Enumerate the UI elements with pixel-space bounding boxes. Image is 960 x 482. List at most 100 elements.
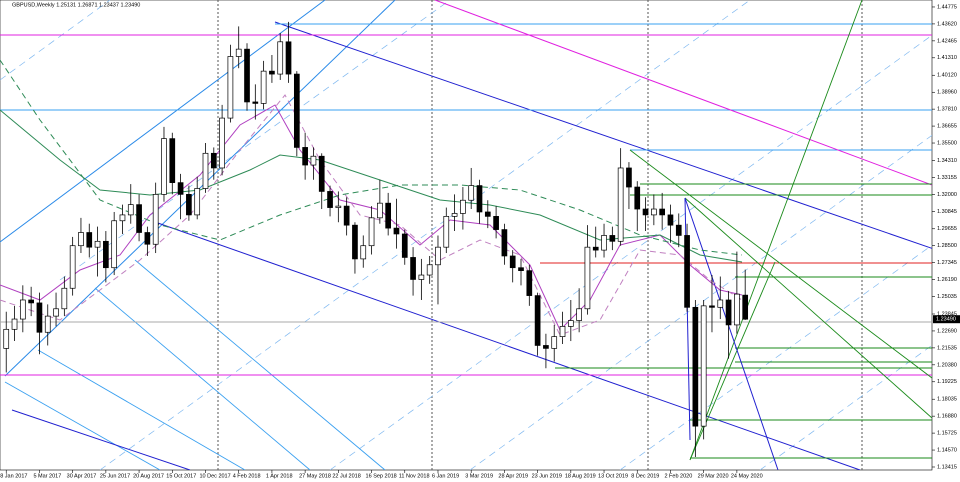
candle-body: [651, 208, 657, 216]
y-tick-label: 1.40120: [937, 73, 957, 79]
candle-body: [435, 246, 441, 266]
candle-body: [152, 194, 159, 245]
candle-body: [476, 185, 483, 213]
y-tick-label: 1.30845: [937, 209, 957, 215]
x-tick-label: 18 Aug 2019: [565, 473, 596, 479]
candle-body: [385, 202, 392, 229]
candle-body: [343, 205, 350, 226]
candle-body: [684, 235, 690, 308]
candle-body: [78, 232, 84, 247]
candle-body: [227, 56, 234, 119]
candle-body: [567, 320, 574, 327]
y-tick-label: 1.41310: [937, 55, 957, 61]
candle-body: [169, 138, 176, 183]
candle-body: [601, 235, 607, 251]
y-tick-label: 1.44775: [937, 4, 957, 10]
y-tick-label: 1.16880: [937, 414, 957, 420]
y-tick-label: 1.42465: [937, 38, 957, 44]
x-tick-label: 5 Mar 2017: [33, 473, 61, 479]
candle-body: [219, 117, 225, 169]
drawing-objects: [0, 0, 932, 470]
last-price-box: [933, 315, 960, 324]
candle-body: [551, 336, 558, 349]
x-tick-label: 22 Jul 2018: [332, 473, 360, 479]
candle-body: [69, 245, 76, 289]
candle-body: [451, 213, 458, 217]
candle-body: [584, 246, 591, 310]
x-tick-label: 6 Jan 2019: [432, 473, 459, 479]
last-price-label: 1.23490: [936, 317, 956, 323]
candle-body: [377, 202, 383, 219]
candle-body: [484, 211, 491, 217]
y-tick-label: 1.19225: [937, 379, 957, 385]
candle-body: [144, 232, 151, 245]
candle-body: [526, 270, 533, 296]
x-tick-label: 13 Oct 2019: [598, 473, 628, 479]
y-tick-label: 1.28500: [937, 243, 957, 249]
y-tick-label: 1.25035: [937, 294, 957, 300]
candle-body: [675, 224, 682, 236]
x-tick-label: 4 Feb 2018: [233, 473, 261, 479]
candle-body: [327, 191, 333, 208]
candle-body: [86, 232, 93, 248]
candle-body: [210, 152, 217, 169]
candle-body: [194, 188, 201, 216]
candle-body: [559, 326, 566, 338]
y-tick-label: 1.32000: [937, 192, 957, 198]
candle-body: [94, 240, 101, 248]
candle-body: [136, 204, 142, 233]
candle-body: [725, 299, 732, 326]
plot-area: [0, 0, 933, 471]
x-tick-label: 8 Jan 2017: [0, 473, 27, 479]
candle-body: [659, 208, 665, 216]
candle-body: [335, 205, 342, 208]
y-tick-label: 1.14570: [937, 448, 957, 454]
candle-body: [443, 216, 450, 248]
x-tick-label: 24 May 2020: [731, 473, 763, 479]
candle-body: [493, 216, 499, 230]
candle-body: [285, 41, 292, 75]
candle-body: [44, 315, 51, 333]
y-tick-label: 1.43620: [937, 21, 957, 27]
y-tick-label: 1.36655: [937, 124, 957, 130]
candle-body: [53, 308, 59, 317]
y-tick-label: 1.21535: [937, 345, 957, 351]
candle-body: [103, 240, 109, 269]
candle-body: [742, 294, 749, 320]
y-tick-label: 1.38960: [937, 90, 957, 96]
x-tick-label: 2 Feb 2020: [664, 473, 692, 479]
candle-body: [576, 308, 582, 321]
candle-body: [28, 299, 34, 304]
y-tick-label: 1.18035: [937, 397, 957, 403]
candle-body: [202, 152, 209, 189]
x-tick-label: 27 May 2018: [299, 473, 331, 479]
x-tick-label: 11 Nov 2018: [399, 473, 430, 479]
y-tick-label: 1.15725: [937, 431, 957, 437]
candle-body: [626, 167, 632, 188]
candle-body: [592, 246, 599, 251]
candle-body: [609, 235, 616, 242]
candle-body: [19, 299, 26, 320]
candle-body: [111, 220, 118, 269]
candle-body: [518, 267, 524, 271]
candle-body: [543, 345, 549, 349]
x-tick-label: 1 Apr 2018: [266, 473, 293, 479]
y-tick-label: 1.33155: [937, 175, 957, 181]
candles: [3, 21, 749, 457]
candle-body: [501, 229, 508, 257]
candle-body: [310, 155, 317, 166]
y-tick-label: 1.37810: [937, 107, 957, 113]
candle-body: [252, 101, 259, 104]
x-tick-label: 30 Apr 2017: [67, 473, 97, 479]
candle-body: [534, 295, 541, 346]
candle-body: [460, 199, 466, 214]
candle-body: [293, 73, 300, 148]
x-tick-label: 8 Dec 2019: [631, 473, 659, 479]
candle-body: [127, 204, 134, 216]
candle-body: [260, 70, 267, 104]
candle-body: [11, 318, 18, 330]
y-tick-label: 1.22690: [937, 328, 957, 334]
x-tick-label: 28 Apr 2019: [498, 473, 528, 479]
candle-body: [426, 264, 433, 276]
